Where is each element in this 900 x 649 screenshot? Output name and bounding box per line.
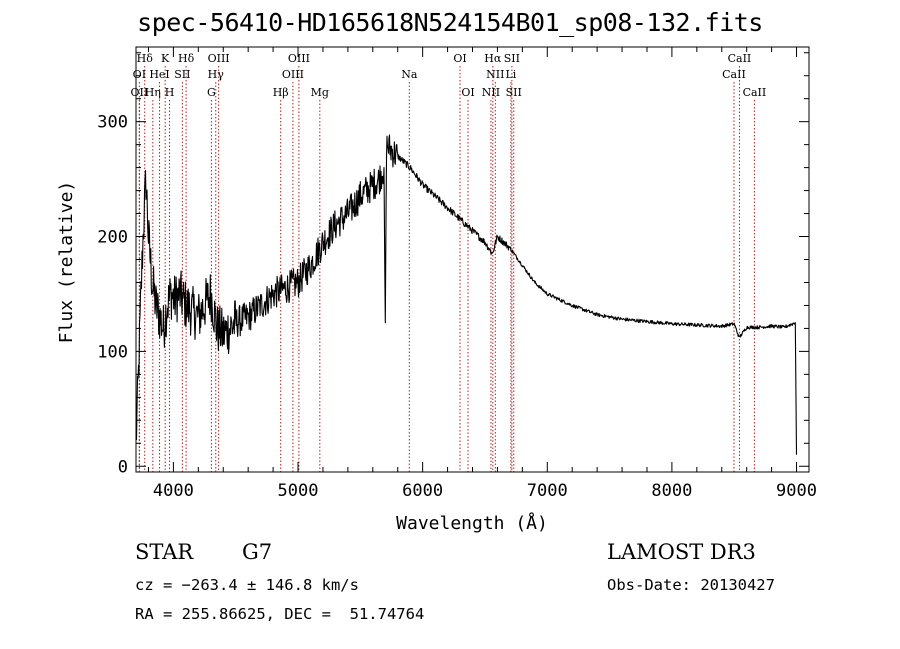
plot-frame [135,46,810,473]
spectral-line-label: OIII [282,68,304,81]
spectral-line-label: CaII [728,52,752,65]
y-tick-label: 100 [97,342,128,362]
spectral-line-label: Hδ [178,52,195,65]
spectral-line-label: NII [482,86,500,99]
spectral-line-label: OIII [208,52,230,65]
spectral-line-label: OI [461,86,474,99]
spectral-line-label: Hγ [208,68,225,81]
spectrum-series [135,134,798,455]
spectral-line-label: Hη [145,86,161,99]
coordinates: RA = 255.86625, DEC = 51.74764 [135,605,425,623]
x-tick-label: 4000 [153,481,194,501]
obs-date: Obs-Date: 20130427 [607,576,775,594]
y-tick-label: 0 [118,457,128,477]
x-tick-label: 5000 [278,481,319,501]
survey-name: LAMOST DR3 [607,540,756,564]
spectral-line-label: CaII [722,68,746,81]
x-tick-label: 8000 [651,481,692,501]
spectral-line-label: SII [506,86,522,99]
spectrum-line [135,134,798,455]
spectral-line-label: OII [131,86,149,99]
axes: 4000 5000 6000 7000 8000 9000 0 100 200 300 [97,46,817,501]
x-tick-label: 9000 [776,481,817,501]
spectral-line-label: SII [504,52,520,65]
spectral-line-markers [138,66,755,472]
spectral-line-label: Na [401,68,418,81]
redshift-readout: cz = −263.4 ± 146.8 km/s [135,576,359,594]
y-tick-label: 300 [97,113,128,133]
spectral-subclass: G7 [242,540,273,564]
spectral-line-label: OI [453,52,466,65]
spectral-line-label: K [161,52,170,65]
spectral-line-label: Hα [484,52,502,65]
spectral-line-label: Hδ [137,52,154,65]
spectral-line-label: H [165,86,175,99]
x-tick-label: 6000 [402,481,443,501]
object-class: STAR [135,540,194,564]
spectral-line-label: Li [505,68,516,81]
spectral-line-label: Hβ [273,86,289,99]
spectral-line-label: CaII [743,86,767,99]
spectral-line-label: G [207,86,216,99]
spectral-line-label: OI [133,68,146,81]
spectral-line-label: Mg [311,86,329,99]
y-tick-label: 200 [97,228,128,248]
spectral-line-label: OIII [288,52,310,65]
spectral-line-label: SII [174,68,190,81]
x-tick-label: 7000 [527,481,568,501]
chart-title: spec-56410-HD165618N524154B01_sp08-132.f… [137,8,763,37]
x-axis-label: Wavelength (Å) [396,512,548,534]
spectral-line-label: HeI [149,68,169,81]
y-axis-label: Flux (relative) [56,181,77,344]
spectral-line-label: NII [486,68,504,81]
